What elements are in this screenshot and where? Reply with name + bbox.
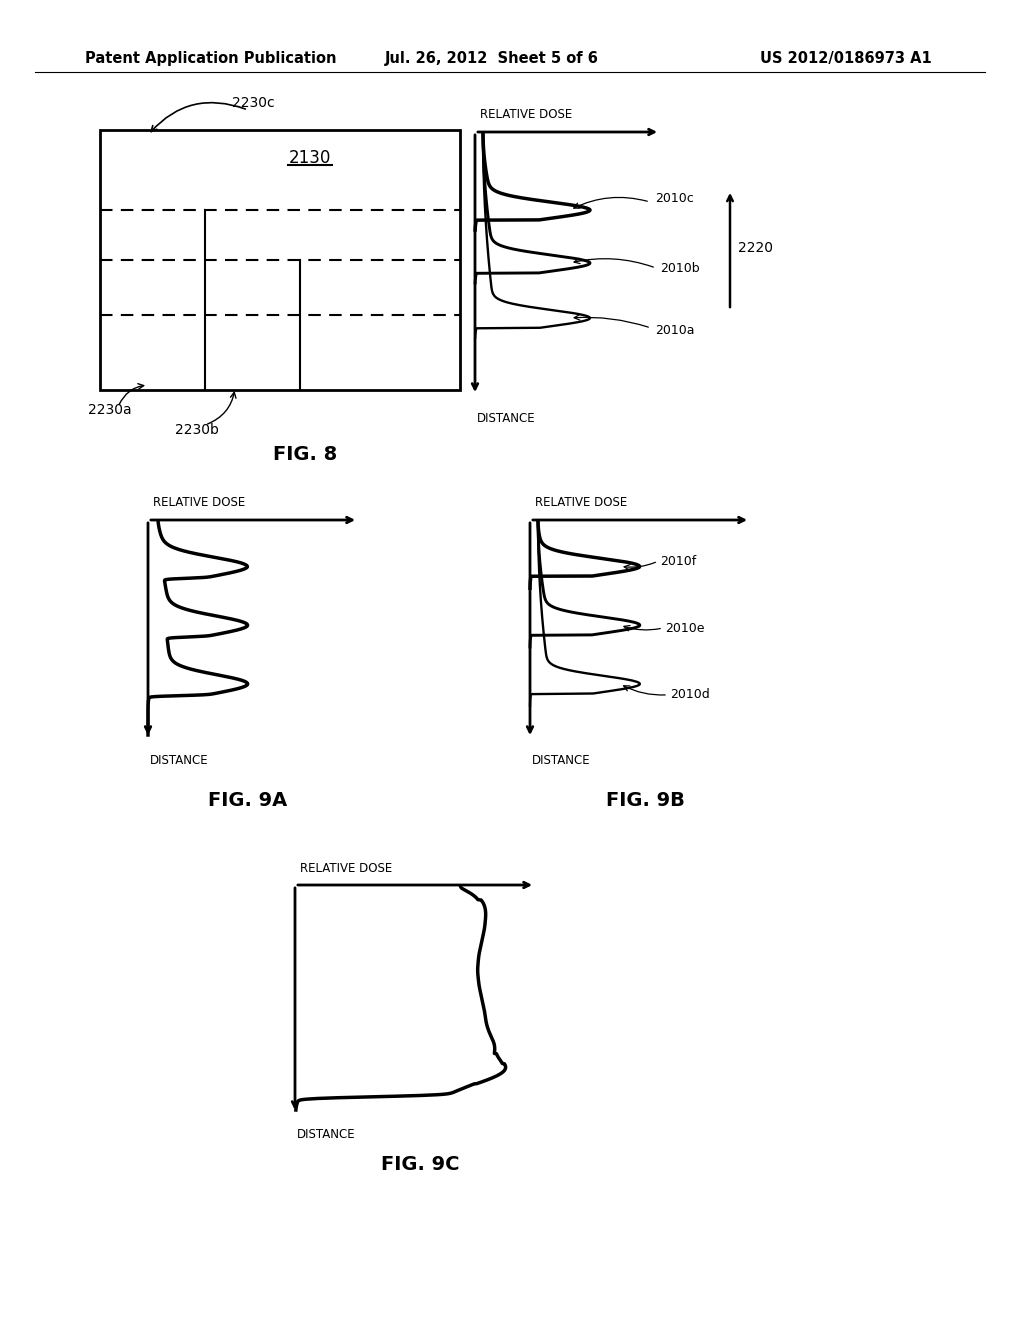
Text: RELATIVE DOSE: RELATIVE DOSE [535,496,628,510]
Text: FIG. 9A: FIG. 9A [208,791,288,809]
Text: 2010d: 2010d [670,688,710,701]
Text: US 2012/0186973 A1: US 2012/0186973 A1 [760,50,932,66]
Text: 2230c: 2230c [232,96,274,110]
Text: DISTANCE: DISTANCE [532,754,591,767]
Text: 2230a: 2230a [88,403,132,417]
Text: FIG. 9C: FIG. 9C [381,1155,459,1175]
Text: DISTANCE: DISTANCE [150,754,209,767]
Text: 2230b: 2230b [175,422,219,437]
Text: DISTANCE: DISTANCE [297,1129,355,1142]
Text: FIG. 9B: FIG. 9B [605,791,684,809]
Text: 2010e: 2010e [665,622,705,635]
Text: 2130: 2130 [289,149,331,168]
Text: 2220: 2220 [738,242,773,255]
Text: Patent Application Publication: Patent Application Publication [85,50,337,66]
Text: 2010f: 2010f [660,554,696,568]
Text: 2010a: 2010a [655,323,694,337]
Text: RELATIVE DOSE: RELATIVE DOSE [153,496,246,510]
Text: RELATIVE DOSE: RELATIVE DOSE [300,862,392,874]
Text: 2010c: 2010c [655,191,693,205]
Text: FIG. 8: FIG. 8 [272,446,337,465]
Text: Jul. 26, 2012  Sheet 5 of 6: Jul. 26, 2012 Sheet 5 of 6 [385,50,599,66]
Text: RELATIVE DOSE: RELATIVE DOSE [480,108,572,121]
Text: DISTANCE: DISTANCE [477,412,536,425]
Text: 2010b: 2010b [660,261,699,275]
Bar [100,129,460,389]
